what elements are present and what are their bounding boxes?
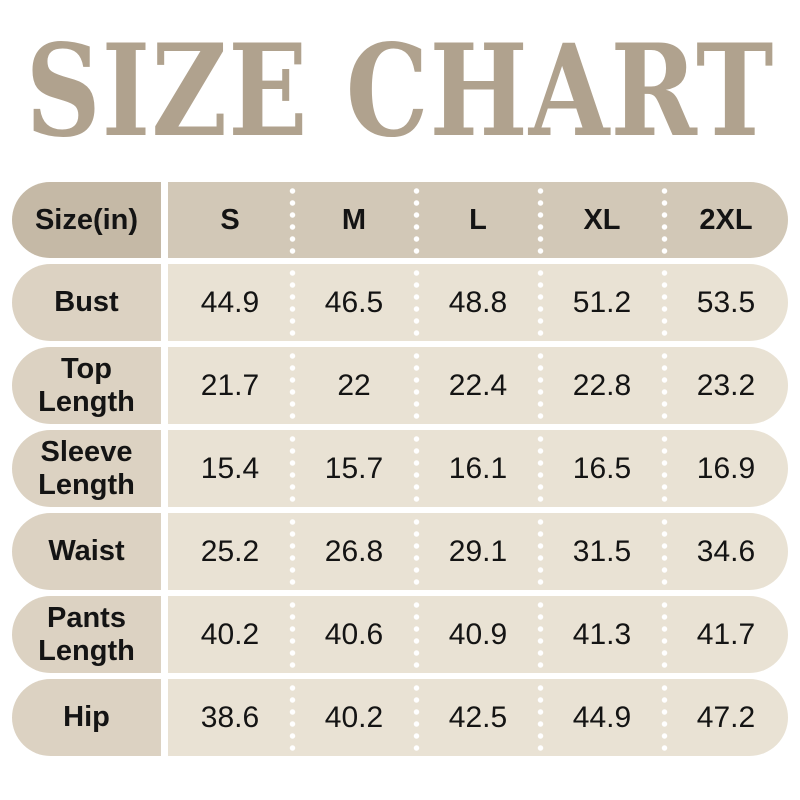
table-row: Sleeve Length 15.4 15.7 16.1 16.5 16.9 [12, 430, 788, 507]
row-data-strip: 21.7 22 22.4 22.8 23.2 [168, 347, 788, 424]
row-data-strip: 38.6 40.2 42.5 44.9 47.2 [168, 679, 788, 756]
row-label: Top Length [12, 347, 161, 424]
table-row: Pants Length 40.2 40.6 40.9 41.3 41.7 [12, 596, 788, 673]
title-area: SIZE CHART [0, 0, 800, 180]
value-cell: 40.2 [288, 679, 416, 756]
size-chart-table: Size(in) S M L XL 2XL Bust 44.9 46.5 48.8 51.2 53… [12, 182, 788, 756]
row-data-strip: 44.9 46.5 48.8 51.2 53.5 [168, 264, 788, 341]
row-label: Waist [12, 513, 161, 590]
row-label: Pants Length [12, 596, 161, 673]
value-cell: 22.4 [412, 347, 540, 424]
row-label: Bust [12, 264, 161, 341]
unit-header-cell: Size(in) [12, 182, 161, 258]
row-label: Sleeve Length [12, 430, 161, 507]
value-cell: 16.1 [412, 430, 540, 507]
table-row: Bust 44.9 46.5 48.8 51.2 53.5 [12, 264, 788, 341]
value-cell: 40.2 [200, 617, 260, 651]
row-label: Hip [12, 679, 161, 756]
value-cell: 34.6 [660, 513, 788, 590]
value-cell: 21.7 [200, 368, 260, 402]
value-cell: 40.9 [412, 596, 540, 673]
value-cell: 16.5 [536, 430, 664, 507]
value-cell: 31.5 [536, 513, 664, 590]
value-cell: 29.1 [412, 513, 540, 590]
value-cell: 40.6 [288, 596, 416, 673]
value-cell: 46.5 [288, 264, 416, 341]
value-cell: 51.2 [536, 264, 664, 341]
header-data-strip: S M L XL 2XL [168, 182, 788, 258]
column-header-xl: XL [536, 182, 664, 258]
row-data-strip: 15.4 15.7 16.1 16.5 16.9 [168, 430, 788, 507]
column-header-2xl: 2XL [660, 182, 788, 258]
value-cell: 47.2 [660, 679, 788, 756]
value-cell: 41.7 [660, 596, 788, 673]
value-cell: 25.2 [200, 534, 260, 568]
table-header-row: Size(in) S M L XL 2XL [12, 182, 788, 258]
row-data-strip: 25.2 26.8 29.1 31.5 34.6 [168, 513, 788, 590]
value-cell: 16.9 [660, 430, 788, 507]
value-cell: 53.5 [660, 264, 788, 341]
page-title: SIZE CHART [25, 14, 775, 166]
value-cell: 44.9 [200, 285, 260, 319]
table-row: Top Length 21.7 22 22.4 22.8 23.2 [12, 347, 788, 424]
value-cell: 42.5 [412, 679, 540, 756]
column-header-s: S [220, 203, 240, 236]
value-cell: 41.3 [536, 596, 664, 673]
row-data-strip: 40.2 40.6 40.9 41.3 41.7 [168, 596, 788, 673]
value-cell: 22 [288, 347, 416, 424]
value-cell: 26.8 [288, 513, 416, 590]
value-cell: 38.6 [200, 700, 260, 734]
value-cell: 44.9 [536, 679, 664, 756]
table-row: Waist 25.2 26.8 29.1 31.5 34.6 [12, 513, 788, 590]
value-cell: 22.8 [536, 347, 664, 424]
value-cell: 48.8 [412, 264, 540, 341]
value-cell: 23.2 [660, 347, 788, 424]
column-header-l: L [412, 182, 540, 258]
table-row: Hip 38.6 40.2 42.5 44.9 47.2 [12, 679, 788, 756]
column-header-m: M [288, 182, 416, 258]
value-cell: 15.7 [288, 430, 416, 507]
value-cell: 15.4 [200, 451, 260, 485]
